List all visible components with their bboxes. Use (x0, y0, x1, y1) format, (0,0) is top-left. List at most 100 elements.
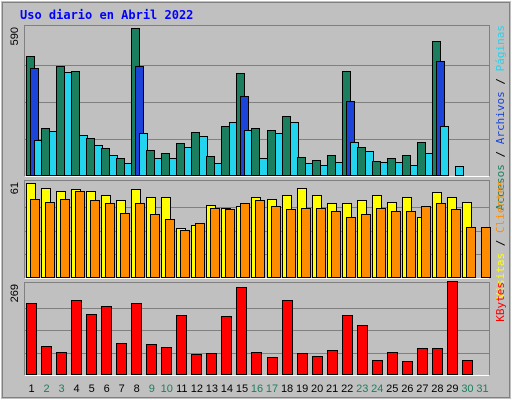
bars-top (26, 28, 464, 176)
bar-kbytes-day-28 (432, 348, 443, 375)
bar-clientes-day-12 (195, 223, 205, 278)
bar-clientes-day-25 (391, 211, 401, 278)
bar-clientes-day-31 (481, 227, 491, 278)
bar-kbytes-day-22 (342, 315, 353, 375)
y-max-label: 590 (9, 27, 21, 45)
bar-páginas-day-16 (259, 158, 268, 176)
bar-accesos-day-24 (372, 161, 381, 176)
x-label-day-30: 30 (461, 383, 473, 395)
x-axis-labels: 1 2 3 4 5 6 7 8 9 10 11 12 13 14 15 16 17 18 19 20 21 22 23 24 2… (28, 383, 488, 395)
legend-entry: Accesos (494, 164, 507, 210)
x-label-day-21: 21 (326, 383, 338, 395)
x-label-day-23: 23 (356, 383, 368, 395)
legend-entry: Clientes (494, 180, 507, 233)
bar-accesos-day-23 (357, 147, 366, 176)
x-label-day-13: 13 (206, 383, 218, 395)
x-label-day-6: 6 (104, 383, 110, 395)
bars-bottom (26, 281, 473, 375)
bar-accesos-day-20 (312, 160, 321, 176)
bar-kbytes-day-19 (297, 353, 308, 375)
panel-top: 590 Accesos / Archivos / Páginas (9, 25, 507, 210)
x-label-day-2: 2 (43, 383, 49, 395)
x-label-day-19: 19 (296, 383, 308, 395)
bar-páginas-day-18 (290, 122, 299, 176)
x-label-day-26: 26 (401, 383, 413, 395)
x-label-day-7: 7 (119, 383, 125, 395)
bar-clientes-day-6 (105, 203, 115, 278)
bar-páginas-day-28 (440, 126, 449, 176)
legend-entry: / (494, 71, 507, 91)
bar-clientes-day-22 (346, 217, 356, 278)
legend-bottom: KBytes (494, 282, 507, 322)
bar-kbytes-day-23 (357, 325, 368, 375)
bar-clientes-day-27 (421, 206, 431, 278)
legend-middle: Visitas / Clientes (494, 180, 507, 299)
y-max-label: 61 (9, 182, 21, 194)
bar-clientes-day-7 (120, 213, 130, 278)
bar-accesos-day-10 (161, 153, 170, 176)
x-label-day-15: 15 (236, 383, 248, 395)
x-label-day-14: 14 (221, 383, 233, 395)
x-label-day-9: 9 (149, 383, 155, 395)
x-label-day-11: 11 (176, 383, 187, 395)
bar-kbytes-day-15 (236, 287, 247, 375)
x-label-day-10: 10 (161, 383, 173, 395)
bar-kbytes-day-24 (372, 360, 383, 375)
x-label-day-12: 12 (191, 383, 203, 395)
bar-accesos-day-14 (221, 126, 230, 176)
bar-kbytes-day-18 (282, 300, 293, 375)
bar-kbytes-day-17 (267, 357, 278, 375)
bar-kbytes-day-7 (116, 343, 127, 375)
bar-clientes-day-17 (271, 206, 281, 278)
bar-kbytes-day-21 (327, 350, 338, 375)
bar-clientes-day-23 (361, 214, 371, 278)
bar-clientes-day-3 (60, 199, 70, 278)
bar-clientes-day-2 (45, 202, 55, 278)
bar-clientes-day-16 (255, 200, 265, 278)
legend-top: Accesos / Archivos / Páginas (494, 25, 507, 210)
bar-accesos-day-25 (387, 158, 396, 176)
bar-accesos-day-18 (282, 116, 291, 176)
bar-accesos-day-12 (191, 132, 200, 176)
bar-kbytes-day-26 (402, 361, 413, 375)
x-label-day-18: 18 (281, 383, 293, 395)
bar-kbytes-day-20 (312, 356, 323, 375)
x-label-day-29: 29 (446, 383, 458, 395)
bar-kbytes-day-14 (221, 316, 232, 375)
bar-clientes-day-1 (30, 199, 40, 278)
panel-middle: 61 Visitas / Clientes (9, 180, 507, 299)
bar-kbytes-day-8 (131, 303, 142, 375)
bars-middle (26, 183, 491, 278)
chart-panels: 590 Accesos / Archivos / Páginas 61 Visitas… (9, 25, 507, 376)
x-label-day-31: 31 (476, 383, 488, 395)
x-label-day-22: 22 (341, 383, 353, 395)
bar-kbytes-day-3 (56, 352, 67, 375)
x-label-day-27: 27 (416, 383, 428, 395)
bar-kbytes-day-29 (447, 281, 458, 375)
bar-clientes-day-11 (180, 230, 190, 278)
bar-accesos-day-11 (176, 143, 185, 176)
bar-accesos-day-27 (417, 142, 426, 176)
legend-entry: Visitas (494, 253, 507, 299)
x-label-day-1: 1 (28, 383, 34, 395)
bar-clientes-day-26 (406, 211, 416, 278)
bar-clientes-day-8 (135, 203, 145, 278)
bar-kbytes-day-1 (26, 303, 37, 375)
bar-accesos-day-6 (101, 148, 110, 176)
x-label-day-28: 28 (431, 383, 443, 395)
bar-kbytes-day-16 (251, 352, 262, 375)
legend-entry: Archivos (494, 91, 507, 144)
bar-clientes-day-19 (301, 208, 311, 278)
bar-clientes-day-24 (376, 208, 386, 278)
x-label-day-17: 17 (266, 383, 278, 395)
bar-clientes-day-15 (240, 203, 250, 278)
x-label-day-8: 8 (134, 383, 140, 395)
bar-clientes-day-28 (436, 203, 446, 278)
bar-clientes-day-20 (316, 208, 326, 278)
legend-entry: / (494, 233, 507, 253)
x-label-day-5: 5 (89, 383, 95, 395)
bar-clientes-day-10 (165, 219, 175, 278)
